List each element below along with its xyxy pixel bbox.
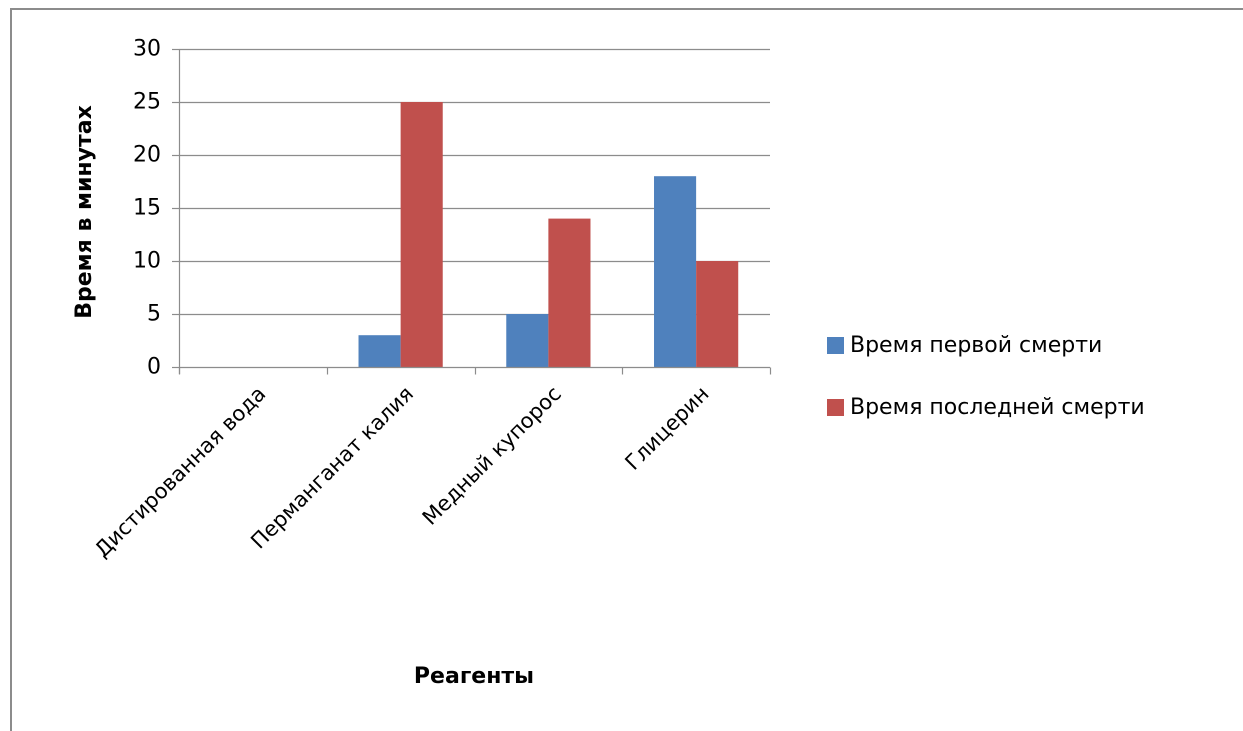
x-category-label: Медный купорос: [418, 382, 566, 530]
legend-label: Время первой смерти: [850, 333, 1102, 358]
legend: Время первой смерти Время последней смерт…: [827, 333, 1145, 420]
bar-first-death: [358, 335, 401, 367]
x-category-label: Глицерин: [620, 382, 713, 475]
axes: [172, 48, 772, 375]
y-tick-label: 5: [147, 302, 161, 327]
y-tick-label: 10: [133, 249, 161, 274]
x-category-label: Перманганат калия: [246, 382, 418, 554]
y-tick-label: 30: [133, 37, 161, 62]
y-tick-labels: 0 5 10 15 20 25 30: [133, 37, 161, 380]
bar-first-death: [506, 314, 549, 367]
x-category-label: Дистированная вода: [90, 382, 270, 562]
y-tick-label: 20: [133, 143, 161, 168]
bar-first-death: [654, 176, 697, 367]
chart-frame: [10, 8, 1243, 731]
y-axis-title: Время в минутах: [72, 105, 97, 319]
x-axis-title: Реагенты: [414, 664, 534, 689]
bar-last-death: [696, 261, 739, 367]
bar-last-death: [548, 218, 591, 367]
legend-swatch: [827, 337, 844, 354]
y-tick-label: 25: [133, 90, 161, 115]
legend-swatch: [827, 399, 844, 416]
bar-last-death: [400, 102, 443, 367]
y-tick-label: 0: [147, 355, 161, 380]
y-tick-label: 15: [133, 196, 161, 221]
legend-label: Время последней смерти: [850, 395, 1145, 420]
bars: [358, 102, 739, 367]
